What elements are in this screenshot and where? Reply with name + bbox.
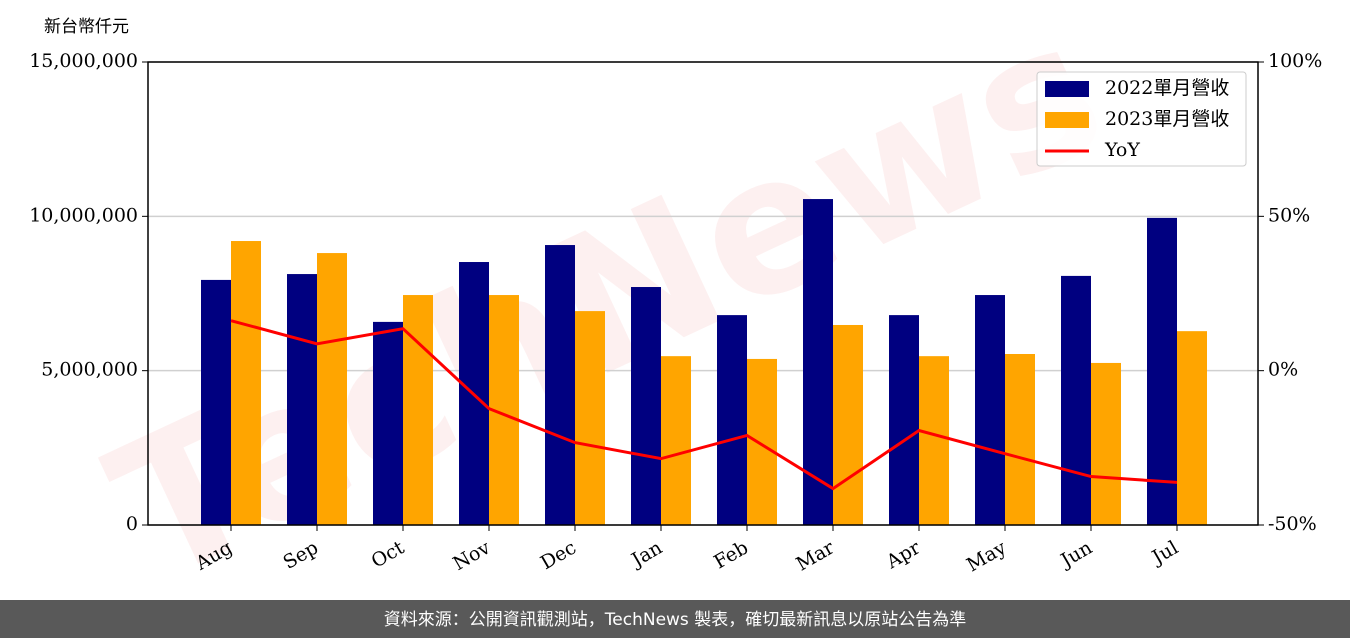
y2-tick-label: -50% [1268,513,1317,535]
x-tick-label: Jul [1147,537,1182,570]
y2-tick-label: 0% [1268,359,1298,381]
bar [631,287,661,525]
y2-tick-label: 50% [1268,204,1310,226]
legend-label: 2023單月營收 [1105,108,1229,130]
bar [661,356,691,525]
y-tick-label: 10,000,000 [29,204,138,226]
bar [403,295,433,525]
x-tick-label: Dec [537,537,580,575]
bar [201,279,231,525]
bar [747,358,777,525]
y-tick-label: 15,000,000 [29,50,138,72]
bar [231,241,261,525]
legend-swatch [1045,81,1089,97]
x-tick-label: Mar [792,536,838,575]
bar [287,274,317,525]
bar [889,315,919,525]
legend-swatch [1045,112,1089,128]
y-tick-label: 0 [126,513,138,535]
bar [545,245,575,525]
y-tick-label: 5,000,000 [41,359,138,381]
bar [717,315,747,525]
bar [1147,217,1177,526]
x-tick-label: Feb [710,537,752,574]
y2-tick-label: 100% [1268,50,1322,72]
bar [1177,331,1207,525]
x-tick-label: Oct [368,536,409,572]
line [230,319,1178,491]
bar [803,199,833,525]
legend-box [1036,71,1247,167]
bar [833,324,863,525]
plot-frame [147,61,1259,526]
footer-bar [0,600,1350,638]
bar [373,321,403,525]
bar [919,356,949,525]
footer: 資料來源：公開資訊觀測站，TechNews 製表，確切最新訊息以原站公告為準 [384,610,966,630]
legend-label: YoY [1104,139,1140,161]
x-tick-label: May [963,536,1010,576]
bar [1061,275,1091,525]
legend-label: 2022單月營收 [1105,77,1229,99]
x-tick-label: Nov [449,536,494,575]
x-tick-label: Apr [882,536,925,573]
y-axis-label: 新台幣仟元 [44,17,129,37]
bar [975,295,1005,525]
bar [317,253,347,525]
bar [575,311,605,525]
bar [1091,362,1121,525]
bar [1005,353,1035,525]
x-tick-label: Jun [1055,537,1096,573]
x-tick-label: Jan [626,537,666,573]
